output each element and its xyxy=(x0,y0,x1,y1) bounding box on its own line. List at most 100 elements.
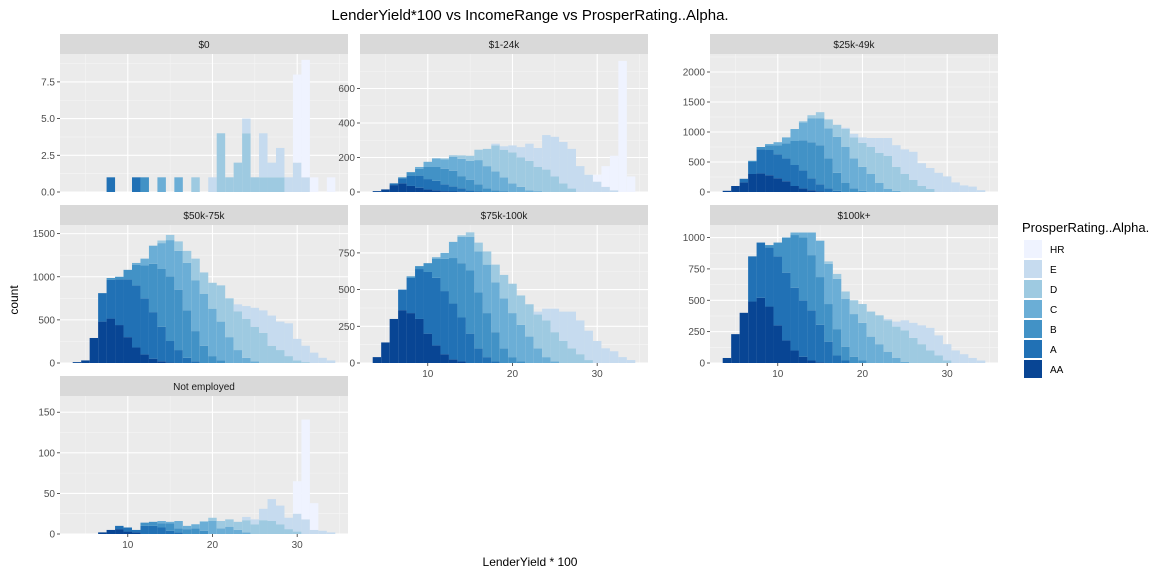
bar-segment-d xyxy=(517,158,525,187)
y-tick-label: 0 xyxy=(349,188,355,199)
bar-segment-d xyxy=(508,152,516,183)
bar-segment-e xyxy=(867,138,875,147)
bar-segment-b xyxy=(491,190,499,192)
bar-segment-aa xyxy=(381,189,389,192)
bar-segment-b xyxy=(457,176,465,188)
bar-segment-c xyxy=(824,128,832,158)
bar-segment-a xyxy=(474,191,482,192)
bar-segment-d xyxy=(474,150,482,160)
bar-segment-aa xyxy=(731,186,739,192)
bar-segment-aa xyxy=(124,337,132,363)
bar-segment-e xyxy=(601,348,609,363)
bar-segment-c xyxy=(174,251,182,290)
bar-segment-a xyxy=(157,528,165,534)
bar-segment-d xyxy=(850,300,858,314)
bar-segment-b xyxy=(774,145,782,154)
bar-segment-d xyxy=(824,261,832,264)
bar-segment-a xyxy=(191,361,199,363)
bar-segment-b xyxy=(200,531,208,534)
bar-segment-d xyxy=(301,362,309,363)
bar-segment-c xyxy=(449,157,457,171)
bar-segment-a xyxy=(407,176,415,186)
bar-segment-d xyxy=(251,327,259,362)
bar-segment-c xyxy=(534,348,542,363)
bar-segment-d xyxy=(517,295,525,324)
legend-swatch xyxy=(1024,320,1042,338)
bar-segment-a xyxy=(432,181,440,190)
legend-item-aa: AA xyxy=(1024,360,1064,378)
bar-segment-a xyxy=(757,149,765,173)
bar-segment-a xyxy=(782,273,790,341)
bar-segment-e xyxy=(534,312,542,315)
bar-segment-b xyxy=(491,332,499,361)
bar-segment-d xyxy=(892,167,900,191)
bar-segment-c xyxy=(457,237,465,263)
bar-segment-d xyxy=(200,521,208,522)
bar-segment-aa xyxy=(790,350,798,363)
bar-segment-e xyxy=(327,532,335,534)
bar-segment-hr xyxy=(593,175,601,182)
bar-segment-d xyxy=(568,189,576,192)
bar-segment-c xyxy=(833,137,841,173)
x-tick-label: 20 xyxy=(207,540,219,551)
y-tick-label: 500 xyxy=(688,158,705,169)
bar-segment-a xyxy=(98,293,106,321)
bar-segment-e xyxy=(593,182,601,192)
bar-segment-aa xyxy=(140,354,148,363)
facet-panels: $00.02.55.07.5$1-24k0200400600$25k-49k05… xyxy=(33,34,998,551)
bar-segment-d xyxy=(534,167,542,191)
bar-segment-aa xyxy=(115,325,123,363)
bar-segment-e xyxy=(301,346,309,362)
bar-segment-a xyxy=(765,248,773,307)
x-tick-label: 10 xyxy=(422,369,434,380)
bar-segment-hr xyxy=(601,166,609,187)
bar-segment-aa xyxy=(748,174,756,192)
bar-segment-aa xyxy=(782,340,790,363)
bar-segment-b xyxy=(407,276,415,277)
bar-segment-c xyxy=(491,282,499,332)
bar-segment-aa xyxy=(81,360,89,363)
bar-segment-e xyxy=(242,517,250,520)
bar-segment-e xyxy=(293,339,301,361)
bar-segment-c xyxy=(508,313,516,357)
bar-segment-e xyxy=(875,138,883,153)
bar-segment-c xyxy=(174,177,182,192)
bar-segment-hr xyxy=(327,177,335,192)
facet-panel-0: $00.02.55.07.5 xyxy=(41,34,348,199)
bar-segment-b xyxy=(398,177,406,178)
bar-segment-e xyxy=(610,190,618,192)
bar-segment-d xyxy=(909,180,917,192)
bar-segment-d xyxy=(284,529,292,534)
bar-segment-e xyxy=(208,177,216,192)
bar-segment-aa xyxy=(432,345,440,363)
bar-segment-a xyxy=(474,348,482,363)
bar-segment-d xyxy=(491,145,499,171)
bar-segment-c xyxy=(440,253,448,259)
legend-item-hr: HR xyxy=(1024,240,1064,258)
bar-segment-d xyxy=(483,251,491,264)
bar-segment-b xyxy=(166,276,174,341)
bar-segment-c xyxy=(841,299,849,347)
bar-segment-e xyxy=(525,144,533,161)
x-tick-label: 30 xyxy=(942,369,954,380)
bar-segment-c xyxy=(132,263,140,265)
bar-segment-e xyxy=(284,323,292,356)
bar-segment-e xyxy=(901,149,909,174)
bar-segment-b xyxy=(415,169,423,176)
bar-segment-d xyxy=(268,346,276,363)
bar-segment-hr xyxy=(301,420,309,520)
bar-segment-b xyxy=(440,259,448,291)
bar-segment-b xyxy=(850,188,858,192)
bar-segment-c xyxy=(432,257,440,258)
bar-segment-b xyxy=(174,528,182,532)
legend-swatch xyxy=(1024,240,1042,258)
legend-item-b: B xyxy=(1024,320,1057,338)
bar-segment-aa xyxy=(457,362,465,363)
bar-segment-c xyxy=(508,183,516,192)
bar-segment-c xyxy=(858,167,866,191)
x-tick-label: 30 xyxy=(592,369,604,380)
bar-segment-d xyxy=(525,304,533,336)
